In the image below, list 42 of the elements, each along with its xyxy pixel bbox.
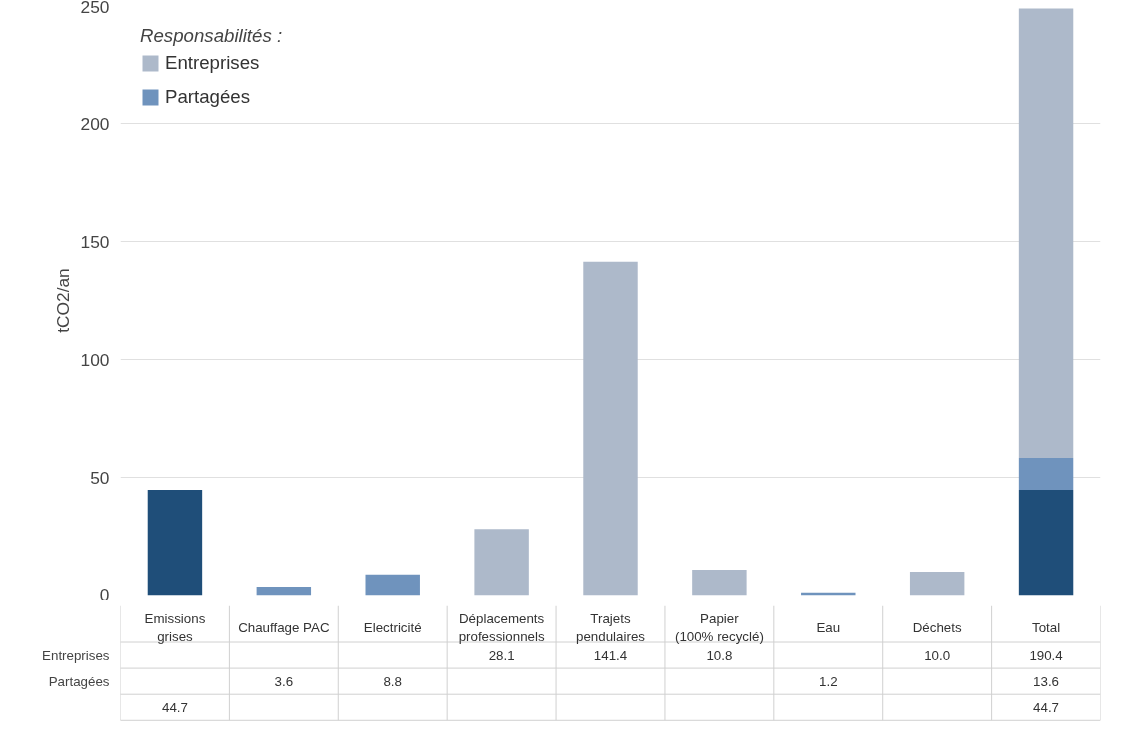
- legend-label: Partagées: [165, 86, 251, 108]
- x-tick-label: Electricité: [363, 620, 422, 636]
- x-tick-label: Déplacements professionnels: [458, 611, 545, 645]
- y-tick-label: 50: [90, 467, 110, 488]
- bar: [1018, 490, 1074, 596]
- data-label: 3.6: [274, 673, 294, 689]
- bar: [365, 574, 420, 596]
- data-label: 1.2: [819, 673, 838, 689]
- legend-title: Responsabilités :: [140, 25, 283, 47]
- data-label: 141.4: [593, 647, 628, 663]
- bar: [1018, 457, 1074, 491]
- data-label: 190.4: [1029, 647, 1064, 663]
- bar: [909, 571, 965, 596]
- data-label: 44.7: [1033, 699, 1060, 715]
- y-tick-label: 100: [80, 349, 110, 370]
- x-tick-label: Trajets pendulaires: [576, 611, 646, 645]
- y-tick-label: 150: [80, 231, 110, 252]
- text: Entreprises: [42, 647, 110, 663]
- data-label: 10.0: [924, 647, 951, 663]
- x-tick-label: Déchets: [912, 620, 962, 636]
- x-tick-label: Chauffage PAC: [238, 620, 330, 636]
- x-tick-label: Total: [1031, 620, 1061, 636]
- bar: [692, 570, 747, 596]
- legend-label: Entreprises: [165, 52, 260, 74]
- data-label: 10.8: [706, 647, 733, 663]
- data-label: 44.7: [161, 699, 188, 715]
- data-label: 28.1: [488, 647, 515, 663]
- x-tick-label: Papier (100% recyclé): [674, 611, 764, 645]
- bar: [147, 490, 203, 596]
- bar: [1018, 8, 1074, 458]
- y-axis-title: tCO2/an: [52, 268, 73, 333]
- bar: [583, 261, 638, 596]
- bar: [474, 529, 529, 596]
- text: Partagées: [48, 673, 110, 689]
- x-tick-label: Eau: [816, 620, 841, 636]
- x-tick-label: Emissions grises: [144, 611, 206, 645]
- y-tick-label: 200: [80, 113, 110, 134]
- data-label: 8.8: [383, 673, 402, 689]
- y-tick-label: 250: [80, 0, 110, 17]
- y-tick-label: 0: [99, 584, 110, 605]
- data-label: 13.6: [1033, 673, 1060, 689]
- bar: [256, 587, 312, 596]
